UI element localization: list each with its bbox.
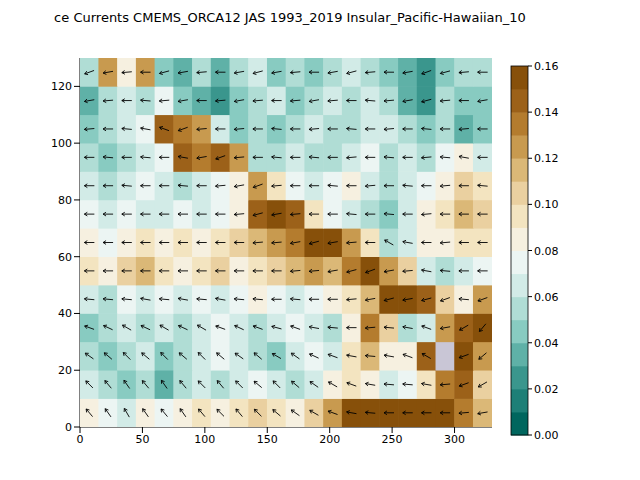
- svg-text:0.14: 0.14: [534, 106, 559, 119]
- svg-text:300: 300: [444, 433, 465, 446]
- svg-text:0: 0: [77, 433, 84, 446]
- svg-text:40: 40: [58, 307, 72, 320]
- svg-text:100: 100: [194, 433, 215, 446]
- svg-text:0.12: 0.12: [534, 152, 559, 165]
- svg-text:60: 60: [58, 251, 72, 264]
- svg-text:100: 100: [51, 137, 72, 150]
- svg-text:0: 0: [65, 421, 72, 434]
- html-text:ce Currents CMEMS_ORCA12 JAS 1: ce Currents CMEMS_ORCA12 JAS 1993_2019 I…: [54, 10, 526, 25]
- svg-text:120: 120: [51, 80, 72, 93]
- svg-text:0.02: 0.02: [534, 383, 559, 396]
- svg-text:250: 250: [382, 433, 403, 446]
- svg-text:0.08: 0.08: [534, 245, 559, 258]
- svg-text:200: 200: [319, 433, 340, 446]
- svg-text:0.04: 0.04: [534, 337, 559, 350]
- svg-text:50: 50: [135, 433, 149, 446]
- svg-text:20: 20: [58, 364, 72, 377]
- svg-text:80: 80: [58, 194, 72, 207]
- svg-text:0.06: 0.06: [534, 291, 559, 304]
- svg-text:0.16: 0.16: [534, 60, 559, 73]
- svg-text:0.10: 0.10: [534, 198, 559, 211]
- svg-text:0.00: 0.00: [534, 429, 559, 442]
- svg-text:150: 150: [257, 433, 278, 446]
